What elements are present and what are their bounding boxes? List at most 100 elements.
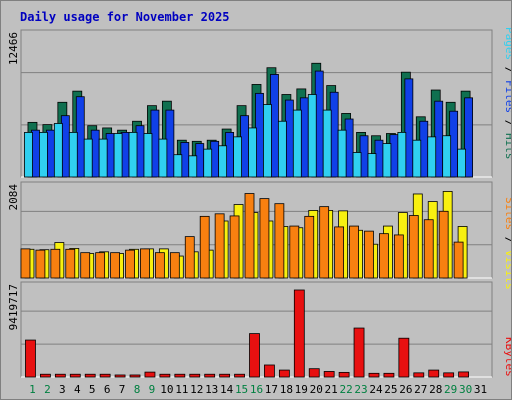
bar-sites-14 — [214, 213, 225, 279]
bar-sites-2 — [35, 249, 46, 279]
bar-pages-22 — [337, 129, 347, 178]
bar-sites-29 — [438, 210, 449, 279]
day-label-18: 18 — [280, 383, 293, 396]
bar-sites-30 — [453, 241, 464, 279]
day-label-5: 5 — [89, 383, 96, 396]
day-label-14: 14 — [220, 383, 234, 396]
day-label-28: 28 — [429, 383, 442, 396]
legend-hits: Hits — [503, 133, 512, 160]
day-label-21: 21 — [325, 383, 338, 396]
y-max-label: 9419717 — [7, 284, 20, 330]
bar-sites-27 — [408, 215, 419, 279]
bar-pages-5 — [83, 138, 93, 178]
bar-kbytes-3 — [54, 373, 66, 378]
bar-pages-13 — [203, 148, 213, 178]
legend-files: Files — [503, 80, 512, 113]
legend-sites: Sites — [503, 197, 512, 230]
bar-kbytes-22 — [338, 371, 350, 378]
bar-kbytes-30 — [458, 371, 469, 378]
day-label-23: 23 — [354, 383, 367, 396]
bar-pages-24 — [367, 153, 377, 178]
bar-pages-28 — [427, 136, 437, 178]
bar-pages-19 — [292, 109, 302, 178]
legend-sep: / — [503, 113, 512, 133]
day-label-24: 24 — [369, 383, 383, 396]
bar-kbytes-26 — [398, 337, 410, 378]
bar-sites-11 — [169, 252, 180, 279]
day-label-1: 1 — [29, 383, 36, 396]
bar-sites-8 — [125, 249, 135, 279]
bar-kbytes-28 — [428, 369, 440, 378]
bar-sites-3 — [50, 248, 61, 279]
bar-kbytes-2 — [40, 373, 51, 378]
bar-sites-5 — [80, 252, 91, 279]
bar-pages-21 — [322, 109, 332, 178]
day-label-17: 17 — [265, 383, 278, 396]
bar-kbytes-25 — [383, 372, 395, 378]
bar-pages-30 — [457, 148, 466, 178]
bar-kbytes-12 — [189, 373, 201, 378]
bar-kbytes-17 — [264, 364, 275, 378]
bar-kbytes-8 — [129, 374, 141, 378]
bar-kbytes-19 — [293, 289, 305, 378]
bar-pages-9 — [143, 133, 153, 178]
bar-kbytes-7 — [114, 374, 126, 378]
bar-pages-15 — [233, 136, 242, 178]
bar-sites-4 — [65, 248, 76, 279]
bar-pages-1 — [24, 131, 33, 178]
bar-kbytes-11 — [174, 373, 186, 378]
bar-kbytes-20 — [308, 368, 320, 378]
bar-kbytes-18 — [278, 369, 290, 378]
bar-sites-20 — [304, 215, 315, 279]
bar-files-30 — [464, 97, 473, 178]
legend-pages: Pages — [503, 27, 512, 60]
bar-sites-7 — [110, 252, 120, 279]
bar-pages-25 — [382, 143, 392, 178]
bar-files-26 — [404, 78, 414, 178]
day-label-8: 8 — [134, 383, 141, 396]
bar-kbytes-10 — [159, 373, 171, 378]
legend-visits: Visits — [503, 250, 512, 290]
y-max-label: 12466 — [7, 32, 20, 65]
bar-sites-16 — [244, 193, 255, 279]
day-label-31: 31 — [474, 383, 487, 396]
legend-group: KBytes — [503, 337, 512, 377]
legend-group: Pages / Files / Hits — [503, 27, 512, 160]
bar-sites-21 — [319, 206, 330, 279]
day-label-29: 29 — [444, 383, 457, 396]
day-label-22: 22 — [339, 383, 352, 396]
bar-pages-6 — [98, 138, 108, 178]
bar-pages-14 — [218, 145, 228, 178]
panel-hits-files-pages: 12466 — [7, 29, 493, 178]
day-label-10: 10 — [160, 383, 173, 396]
day-label-3: 3 — [59, 383, 66, 396]
bar-pages-11 — [173, 154, 183, 178]
bar-sites-24 — [364, 230, 374, 279]
bar-sites-12 — [184, 236, 195, 279]
bar-pages-16 — [248, 127, 257, 178]
legend-kbytes: KBytes — [503, 337, 512, 377]
bar-pages-3 — [53, 123, 63, 178]
bar-sites-9 — [140, 248, 150, 279]
bar-kbytes-14 — [219, 373, 231, 378]
bar-pages-2 — [39, 131, 48, 178]
legend-group: Sites / Visits — [503, 197, 512, 290]
bar-sites-26 — [393, 234, 404, 279]
bar-pages-23 — [352, 152, 362, 178]
day-label-2: 2 — [44, 383, 51, 396]
day-label-7: 7 — [119, 383, 126, 396]
bar-pages-26 — [397, 131, 407, 178]
bar-kbytes-15 — [234, 373, 245, 378]
bar-kbytes-13 — [204, 373, 216, 378]
bar-sites-10 — [154, 252, 165, 279]
bar-sites-17 — [259, 198, 270, 279]
bar-sites-19 — [289, 225, 300, 279]
bar-kbytes-9 — [144, 371, 156, 378]
panel-visits-sites: 2084 — [7, 181, 493, 279]
bar-pages-12 — [188, 155, 198, 178]
legend-sep: / — [503, 230, 512, 250]
day-label-16: 16 — [250, 383, 263, 396]
day-label-15: 15 — [235, 383, 248, 396]
day-label-4: 4 — [74, 383, 81, 396]
